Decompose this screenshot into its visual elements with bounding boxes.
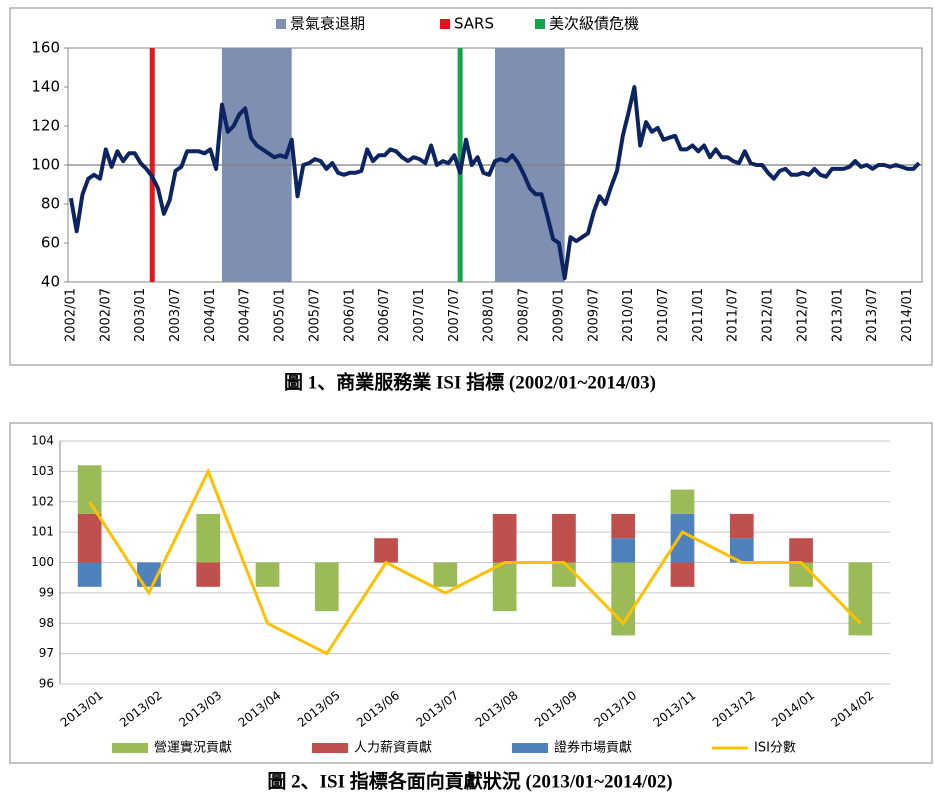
bar-segment bbox=[611, 538, 636, 563]
x-tick-label: 2003/07 bbox=[168, 288, 183, 342]
bar-segment bbox=[492, 562, 517, 612]
x-tick-label: 2009/07 bbox=[586, 288, 601, 342]
x-tick-label: 2002/07 bbox=[98, 288, 113, 342]
y-tick-label: 99 bbox=[39, 585, 54, 599]
legend-swatch bbox=[112, 743, 148, 753]
legend-label: 人力薪資貢獻 bbox=[354, 740, 432, 756]
x-tick-label: 2003/01 bbox=[133, 288, 148, 342]
x-tick-label: 2004/01 bbox=[203, 288, 218, 342]
y-tick-label: 40 bbox=[41, 273, 60, 291]
bar-segment bbox=[729, 513, 754, 539]
x-tick-label: 2011/01 bbox=[691, 288, 706, 342]
bar-segment bbox=[670, 489, 695, 514]
bar-segment bbox=[789, 538, 813, 563]
x-tick-label: 2009/01 bbox=[551, 288, 566, 342]
bar-segment bbox=[848, 562, 873, 636]
legend-swatch bbox=[312, 743, 348, 753]
bar-segment bbox=[552, 513, 576, 563]
bar-segment bbox=[255, 562, 280, 587]
legend-label: SARS bbox=[454, 15, 494, 33]
x-tick-label: 2012/07 bbox=[795, 288, 810, 342]
line-series bbox=[88, 467, 862, 656]
y-tick-label: 100 bbox=[31, 555, 54, 569]
x-tick-label: 2014/01 bbox=[900, 288, 915, 342]
y-tick-label: 140 bbox=[31, 78, 60, 96]
x-tick-label: 2005/07 bbox=[307, 288, 322, 342]
bar-segment bbox=[670, 513, 695, 563]
x-tick-label: 2002/01 bbox=[63, 288, 78, 342]
x-tick-label: 2010/01 bbox=[621, 288, 636, 342]
x-tick-label: 2007/07 bbox=[447, 288, 462, 342]
legend-swatch bbox=[535, 19, 545, 29]
bar-segment bbox=[552, 562, 576, 587]
bar-segment bbox=[77, 465, 102, 514]
x-tick-label: 2006/07 bbox=[377, 288, 392, 342]
x-tick-label: 2004/07 bbox=[238, 288, 253, 342]
bar-segment bbox=[789, 562, 813, 587]
y-tick-label: 96 bbox=[39, 677, 54, 691]
legend-label: 證券市場貢獻 bbox=[554, 740, 632, 756]
legend-label: ISI分數 bbox=[754, 741, 796, 756]
bar-segment bbox=[670, 562, 695, 587]
bar-segment bbox=[433, 562, 458, 587]
bar-segment bbox=[196, 562, 221, 587]
y-tick-label: 60 bbox=[41, 234, 60, 252]
bar-segment bbox=[77, 513, 102, 563]
x-tick-label: 2008/01 bbox=[482, 288, 497, 342]
legend-swatch bbox=[276, 19, 286, 29]
bar-segment bbox=[196, 513, 221, 563]
y-tick-label: 97 bbox=[39, 646, 54, 660]
bar-segment bbox=[729, 538, 754, 563]
legend-swatch bbox=[512, 743, 548, 753]
y-tick-label: 160 bbox=[31, 39, 60, 57]
x-tick-label: 2011/07 bbox=[726, 288, 741, 342]
x-tick-label: 2007/01 bbox=[412, 288, 427, 342]
caption: 圖 1、商業服務業 ISI 指標 (2002/01~2014/03) bbox=[284, 370, 656, 393]
bar-segment bbox=[374, 538, 398, 563]
caption: 圖 2、ISI 指標各面向貢獻狀況 (2013/01~2014/02) bbox=[267, 769, 672, 792]
bar-segment bbox=[77, 562, 102, 587]
bar-segment bbox=[611, 513, 636, 539]
bar-segment bbox=[314, 562, 339, 612]
x-tick-label: 2012/01 bbox=[761, 288, 776, 342]
x-tick-label: 2013/07 bbox=[865, 288, 880, 342]
y-tick-label: 100 bbox=[31, 156, 60, 174]
x-tick-label: 2013/01 bbox=[830, 288, 845, 342]
y-tick-label: 103 bbox=[31, 464, 54, 478]
y-tick-label: 102 bbox=[31, 494, 54, 508]
bar-segment bbox=[492, 513, 517, 563]
y-tick-label: 98 bbox=[39, 616, 54, 630]
legend-label: 營運實況貢獻 bbox=[154, 740, 232, 756]
x-tick-label: 2008/07 bbox=[517, 288, 532, 342]
y-tick-label: 104 bbox=[31, 434, 54, 448]
legend-swatch bbox=[440, 19, 450, 29]
line-series bbox=[68, 85, 921, 281]
x-tick-label: 2005/01 bbox=[273, 288, 288, 342]
y-tick-label: 80 bbox=[41, 195, 60, 213]
legend-label: 景氣衰退期 bbox=[290, 15, 365, 33]
y-tick-label: 101 bbox=[31, 525, 54, 539]
x-tick-label: 2006/01 bbox=[342, 288, 357, 342]
x-tick-label: 2010/07 bbox=[656, 288, 671, 342]
legend-label: 美次級債危機 bbox=[549, 15, 639, 33]
y-tick-label: 120 bbox=[31, 117, 60, 135]
